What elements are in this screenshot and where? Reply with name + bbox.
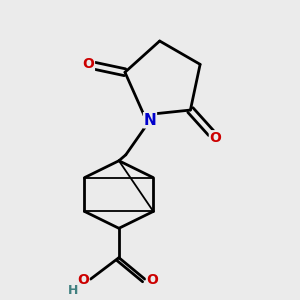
Text: O: O [209, 131, 221, 145]
Text: O: O [77, 273, 89, 287]
Text: N: N [144, 113, 156, 128]
Text: O: O [82, 58, 94, 71]
Text: O: O [146, 273, 158, 287]
Text: H: H [68, 284, 79, 297]
